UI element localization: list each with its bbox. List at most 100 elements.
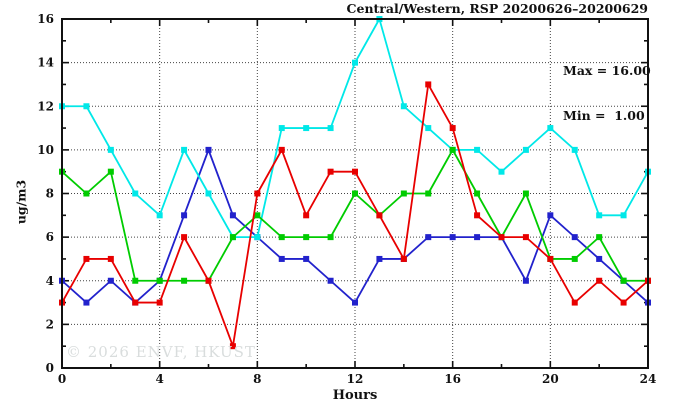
series-cyan-marker xyxy=(400,103,407,110)
series-cyan-marker xyxy=(352,59,358,66)
series-red-marker xyxy=(400,255,407,262)
series-red-marker xyxy=(205,277,212,284)
series-red-marker xyxy=(303,212,310,219)
series-blue-marker xyxy=(474,234,481,241)
series-blue-marker xyxy=(327,277,334,284)
svg-text:4: 4 xyxy=(46,274,54,288)
svg-text:10: 10 xyxy=(37,143,54,157)
series-blue-marker xyxy=(181,212,188,219)
series-cyan-marker xyxy=(571,146,578,153)
series-cyan-marker xyxy=(547,125,554,132)
series-blue-marker xyxy=(571,234,578,241)
y-tick-labels: 0 2 4 6 8 10 12 14 16 xyxy=(37,12,54,375)
svg-text:4: 4 xyxy=(155,372,163,386)
series-green-marker xyxy=(352,190,358,197)
series-blue-marker xyxy=(376,255,383,262)
x-axis-label: Hours xyxy=(332,388,378,403)
series-red-marker xyxy=(254,190,261,197)
series-red-marker xyxy=(547,255,554,262)
series-red-marker xyxy=(181,234,188,241)
series-green-marker xyxy=(229,234,236,241)
svg-text:0: 0 xyxy=(58,372,66,386)
series-red-marker xyxy=(352,168,358,175)
series-green-marker xyxy=(596,234,603,241)
series-cyan-marker xyxy=(474,146,481,153)
series-green-marker xyxy=(303,234,310,241)
series-green-marker xyxy=(254,212,261,219)
series-red-marker xyxy=(278,146,285,153)
series-green-marker xyxy=(425,190,432,197)
watermark-text: © 2026 ENVF, HKUST xyxy=(66,343,256,361)
series-blue-marker xyxy=(229,212,236,219)
series-blue-marker xyxy=(449,234,456,241)
series-green-marker xyxy=(620,277,627,284)
series-green-marker xyxy=(156,277,163,284)
series-blue-marker xyxy=(278,255,285,262)
series-green-marker xyxy=(474,190,481,197)
series-green-marker xyxy=(327,234,334,241)
series-cyan-marker xyxy=(83,103,90,110)
chart-title: Central/Western, RSP 20200626–20200629 xyxy=(346,1,648,16)
svg-text:6: 6 xyxy=(46,230,54,244)
legend-min-value: Min = 1.00 xyxy=(563,108,645,123)
series-cyan-marker xyxy=(181,146,188,153)
series-red-marker xyxy=(474,212,481,219)
series-red-marker xyxy=(498,234,505,241)
y-axis-label: ug/m3 xyxy=(13,179,29,225)
series-red-marker xyxy=(449,125,456,132)
series-green-marker xyxy=(449,146,456,153)
svg-text:24: 24 xyxy=(640,372,657,386)
series-red-marker xyxy=(132,299,139,306)
series-cyan-marker xyxy=(498,168,505,175)
series-red-marker xyxy=(522,234,529,241)
series-cyan-marker xyxy=(620,212,627,219)
svg-text:2: 2 xyxy=(46,317,54,331)
svg-text:20: 20 xyxy=(542,372,559,386)
series-red-marker xyxy=(156,299,163,306)
svg-text:12: 12 xyxy=(37,99,54,113)
series-cyan-marker xyxy=(327,125,334,132)
series-blue-marker xyxy=(596,255,603,262)
series-red-marker xyxy=(571,299,578,306)
svg-text:16: 16 xyxy=(37,12,54,26)
series-blue-marker xyxy=(107,277,114,284)
series-red-marker xyxy=(229,343,236,350)
x-tick-labels: 0 4 8 12 16 20 24 xyxy=(58,372,657,386)
svg-text:12: 12 xyxy=(347,372,364,386)
series-cyan-marker xyxy=(107,146,114,153)
legend-max-value: Max = 16.00 xyxy=(563,63,651,78)
series-blue-marker xyxy=(205,146,212,153)
series-blue-marker xyxy=(547,212,554,219)
series-blue-marker xyxy=(522,277,529,284)
series-cyan-marker xyxy=(132,190,139,197)
series-blue-marker xyxy=(83,299,90,306)
series-green-marker xyxy=(83,190,90,197)
series-red-marker xyxy=(596,277,603,284)
series-cyan-marker xyxy=(596,212,603,219)
series-red-marker xyxy=(83,255,90,262)
svg-text:8: 8 xyxy=(46,187,54,201)
series-green-marker xyxy=(107,168,114,175)
series-green-marker xyxy=(522,190,529,197)
series-red-marker xyxy=(620,299,627,306)
series-cyan-marker xyxy=(522,146,529,153)
series-red-marker xyxy=(107,255,114,262)
stats-legend: Max = 16.00 Min = 1.00 xyxy=(563,33,651,153)
series-blue-marker xyxy=(352,299,358,306)
plot-frame xyxy=(61,18,649,369)
svg-text:16: 16 xyxy=(444,372,461,386)
series-cyan-marker xyxy=(425,125,432,132)
series-cyan-marker xyxy=(156,212,163,219)
series-blue-marker xyxy=(303,255,310,262)
series-red xyxy=(59,81,651,350)
svg-text:0: 0 xyxy=(46,361,54,375)
series-cyan-marker xyxy=(205,190,212,197)
series-cyan-marker xyxy=(303,125,310,132)
series-green-marker xyxy=(181,277,188,284)
series-green-marker xyxy=(278,234,285,241)
series-cyan-marker xyxy=(254,234,261,241)
series-green-marker xyxy=(571,255,578,262)
series-green xyxy=(59,146,651,284)
